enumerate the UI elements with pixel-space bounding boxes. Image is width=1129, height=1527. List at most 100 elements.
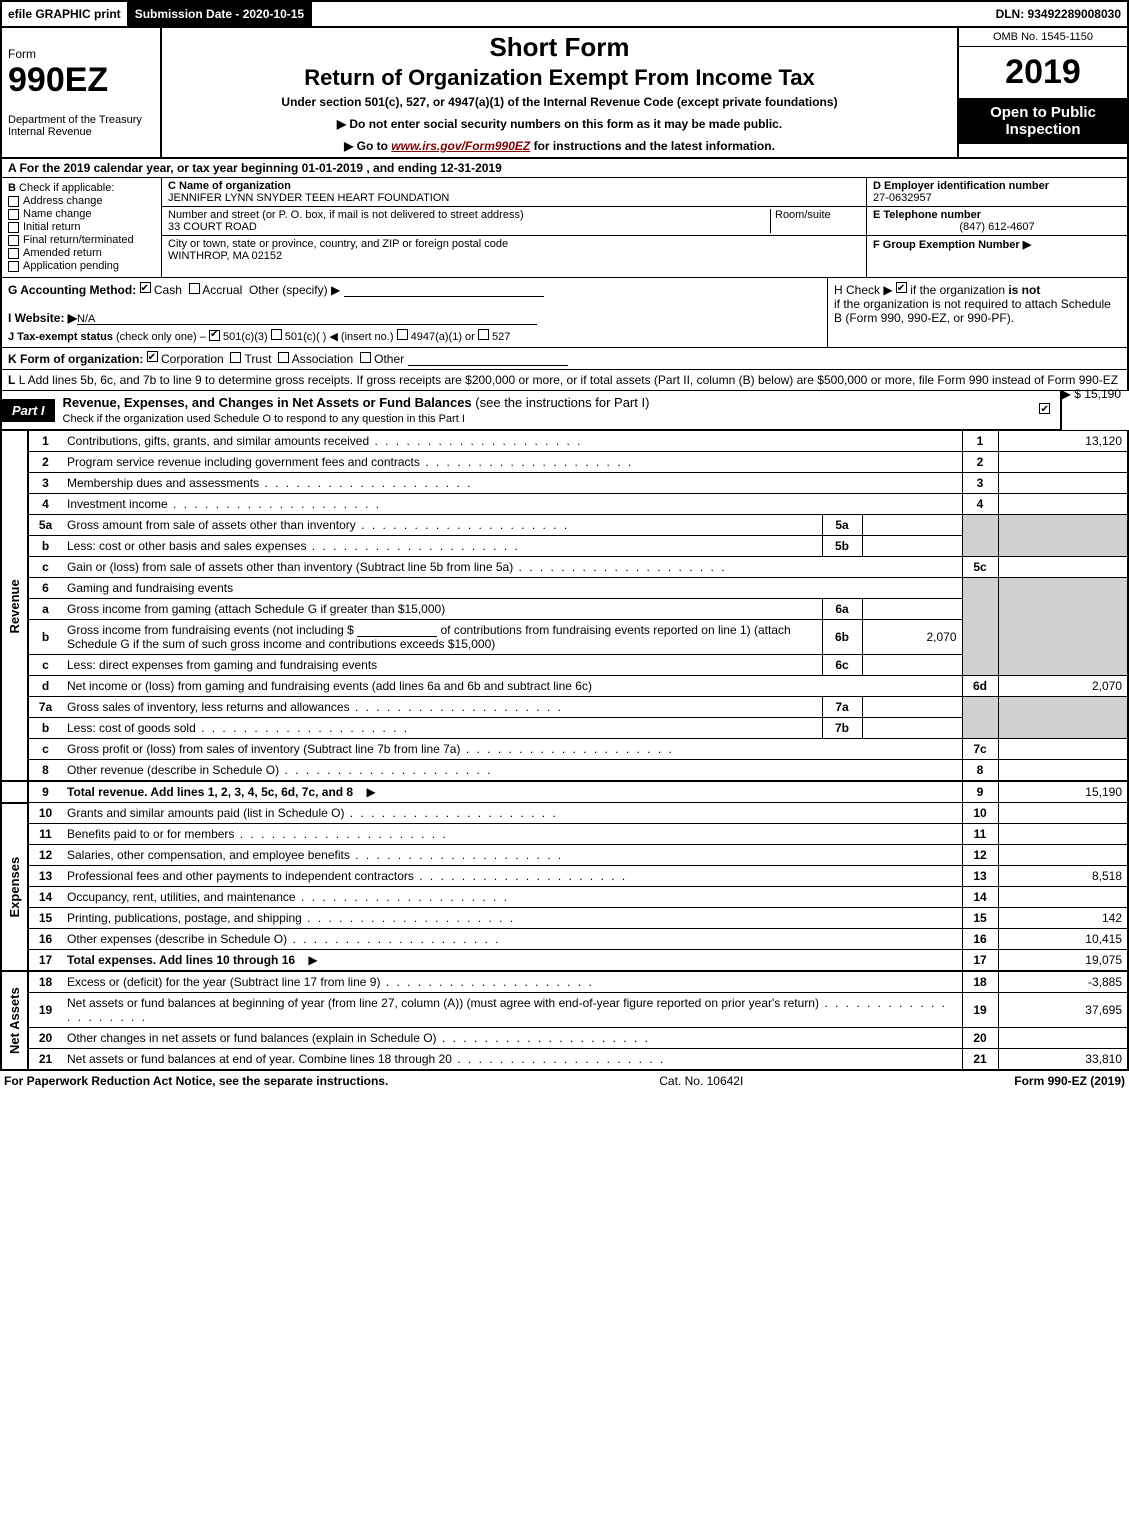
ln7b-subval (862, 718, 962, 739)
note-goto-suffix: for instructions and the latest informat… (534, 139, 775, 153)
chk-trust[interactable] (230, 352, 241, 363)
chk-amended-return[interactable]: Amended return (8, 247, 155, 259)
ln1-num: 1 (28, 431, 62, 452)
ln16-amtnum: 16 (962, 929, 998, 950)
chk-association[interactable] (278, 352, 289, 363)
other-org-input[interactable] (408, 352, 568, 366)
ln13-val: 8,518 (998, 866, 1128, 887)
ln21-desc: Net assets or fund balances at end of ye… (62, 1049, 962, 1071)
b-letter: B (8, 182, 16, 194)
ln1-val: 13,120 (998, 431, 1128, 452)
chk-accrual[interactable] (189, 283, 200, 294)
footer-cat-no: Cat. No. 10642I (659, 1074, 743, 1088)
ln11-desc: Benefits paid to or for members (62, 824, 962, 845)
ln2-amtnum: 2 (962, 452, 998, 473)
part-i-header: Part I Revenue, Expenses, and Changes in… (0, 391, 1062, 430)
ln6b-desc: Gross income from fundraising events (no… (62, 620, 822, 655)
ln10-val (998, 803, 1128, 824)
part-i-check[interactable] (1030, 403, 1060, 418)
website-line: I Website: ▶N/A (8, 311, 821, 325)
ln7ab-shade-val (998, 697, 1128, 739)
ln10-num: 10 (28, 803, 62, 824)
irs-link[interactable]: www.irs.gov/Form990EZ (391, 139, 530, 153)
ln7a-sub: 7a (822, 697, 862, 718)
ln13-amtnum: 13 (962, 866, 998, 887)
d-label: D Employer identification number (873, 180, 1049, 192)
ln18-val: -3,885 (998, 971, 1128, 993)
chk-name-change[interactable]: Name change (8, 208, 155, 220)
chk-initial-return[interactable]: Initial return (8, 221, 155, 233)
e-label: E Telephone number (873, 209, 981, 221)
chk-corporation[interactable] (147, 351, 158, 362)
accounting-method: G Accounting Method: Cash Accrual Other … (8, 282, 821, 297)
efile-print[interactable]: efile GRAPHIC print (2, 2, 129, 26)
other-specify-input[interactable] (344, 283, 544, 297)
chk-final-return[interactable]: Final return/terminated (8, 234, 155, 246)
ln6a-sub: 6a (822, 599, 862, 620)
chk-schedule-b-not-required[interactable] (896, 282, 907, 293)
part-i-title: Revenue, Expenses, and Changes in Net As… (55, 391, 1030, 429)
section-h: H Check ▶ if the organization is not if … (827, 278, 1127, 347)
ln6b-blank[interactable] (357, 623, 437, 637)
ln5b-sub: 5b (822, 536, 862, 557)
ln6c-sub: 6c (822, 655, 862, 676)
chk-4947[interactable] (397, 329, 408, 340)
ln9-num: 9 (28, 781, 62, 803)
telephone: (847) 612-4607 (873, 221, 1121, 233)
ln10-amtnum: 10 (962, 803, 998, 824)
part-i-label: Part I (2, 399, 55, 422)
omb-number: OMB No. 1545-1150 (959, 28, 1127, 47)
ln7a-num: 7a (28, 697, 62, 718)
ln8-desc: Other revenue (describe in Schedule O) (62, 760, 962, 782)
chk-501c[interactable] (271, 329, 282, 340)
ln5ab-shade (962, 515, 998, 557)
city-state-zip: WINTHROP, MA 02152 (168, 250, 282, 262)
ln20-val (998, 1028, 1128, 1049)
chk-527[interactable] (478, 329, 489, 340)
ln6-shade (962, 578, 998, 676)
website-value: N/A (77, 313, 95, 325)
ln16-val: 10,415 (998, 929, 1128, 950)
section-gh: G Accounting Method: Cash Accrual Other … (0, 278, 1129, 348)
section-bcd: B Check if applicable: Address change Na… (0, 178, 1129, 278)
ln5b-num: b (28, 536, 62, 557)
ln4-val (998, 494, 1128, 515)
ln6a-num: a (28, 599, 62, 620)
b-check-if: Check if applicable: (19, 182, 114, 194)
part-i-table: Revenue 1 Contributions, gifts, grants, … (0, 430, 1129, 1071)
ln9-amtnum: 9 (962, 781, 998, 803)
ein: 27-0632957 (873, 192, 932, 204)
tax-year: 2019 (959, 47, 1127, 98)
gross-receipts-amount: ▶ $ 15,190 (1062, 387, 1121, 401)
chk-application-pending[interactable]: Application pending (8, 260, 155, 272)
chk-address-change[interactable]: Address change (8, 195, 155, 207)
form-word: Form (8, 47, 154, 61)
section-c: C Name of organization JENNIFER LYNN SNY… (162, 178, 867, 277)
chk-501c3[interactable] (209, 330, 220, 341)
ln6a-desc: Gross income from gaming (attach Schedul… (62, 599, 822, 620)
short-form-title: Short Form (168, 32, 951, 63)
ln5ab-shade-val (998, 515, 1128, 557)
ln5a-subval (862, 515, 962, 536)
f-label: F Group Exemption Number ▶ (873, 239, 1031, 251)
chk-other-org[interactable] (360, 352, 371, 363)
ln18-desc: Excess or (deficit) for the year (Subtra… (62, 971, 962, 993)
ln8-val (998, 760, 1128, 782)
ln15-amtnum: 15 (962, 908, 998, 929)
ln4-desc: Investment income (62, 494, 962, 515)
ln5c-val (998, 557, 1128, 578)
ln7c-num: c (28, 739, 62, 760)
ln21-amtnum: 21 (962, 1049, 998, 1071)
submission-date-button[interactable]: Submission Date - 2020-10-15 (129, 2, 312, 26)
ln7b-num: b (28, 718, 62, 739)
footer-left: For Paperwork Reduction Act Notice, see … (4, 1074, 388, 1088)
addr-label: Number and street (or P. O. box, if mail… (168, 209, 524, 221)
ln4-amtnum: 4 (962, 494, 998, 515)
section-a-tax-year: A For the 2019 calendar year, or tax yea… (0, 159, 1129, 178)
chk-cash[interactable] (140, 282, 151, 293)
ln12-amtnum: 12 (962, 845, 998, 866)
side-expenses: Expenses (1, 803, 28, 972)
ln6d-num: d (28, 676, 62, 697)
return-title: Return of Organization Exempt From Incom… (168, 65, 951, 91)
ln6b-sub: 6b (822, 620, 862, 655)
